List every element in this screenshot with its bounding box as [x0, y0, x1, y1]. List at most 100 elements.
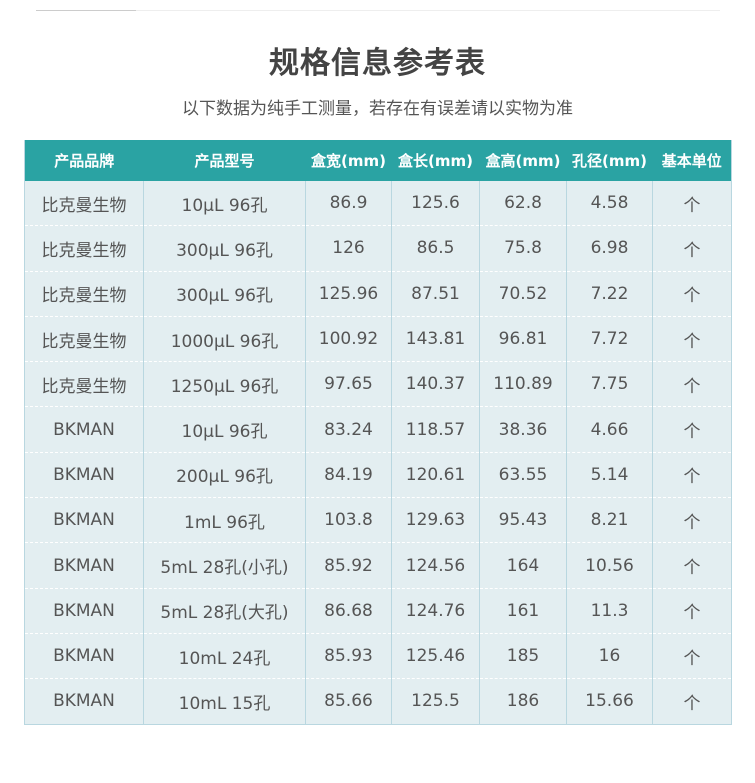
table-cell: 7.75 — [566, 361, 653, 408]
table-cell: 118.57 — [391, 406, 480, 453]
table-cell: 个 — [652, 316, 732, 363]
page-subtitle: 以下数据为纯手工测量，若存在有误差请以实物为准 — [182, 99, 573, 119]
table-cell: 140.37 — [391, 361, 480, 408]
table-cell: 110.89 — [479, 361, 567, 408]
column-header: 产品型号 — [143, 140, 306, 181]
table-cell: 86.5 — [391, 225, 480, 272]
table-cell: 164 — [479, 542, 567, 589]
table-row: 比克曼生物 300μL 96孔 126 86.5 75.8 6.98 个 — [24, 225, 732, 272]
table-cell: 4.66 — [566, 406, 653, 453]
table-cell: 300μL 96孔 — [143, 271, 306, 317]
table-cell: 97.65 — [305, 361, 392, 408]
table-row: BKMAN 5mL 28孔(大孔) 86.68 124.76 161 11.3 个 — [24, 588, 732, 634]
table-cell: 200μL 96孔 — [143, 452, 306, 499]
table-cell: 85.66 — [305, 678, 392, 725]
table-row: BKMAN 10mL 15孔 85.66 125.5 186 15.66 个 — [24, 678, 732, 725]
table-cell: 比克曼生物 — [24, 316, 144, 363]
table-cell: 300μL 96孔 — [143, 225, 306, 272]
table-cell: BKMAN — [24, 678, 144, 725]
table-cell: 63.55 — [479, 452, 567, 499]
table-cell: 6.98 — [566, 225, 653, 272]
table-cell: 126 — [305, 225, 392, 272]
table-cell: 125.6 — [391, 181, 480, 227]
column-header: 基本单位 — [652, 140, 732, 181]
table-cell: 5.14 — [566, 452, 653, 499]
table-cell: 62.8 — [479, 181, 567, 227]
table-cell: 85.92 — [305, 542, 392, 589]
table-row: 比克曼生物 1250μL 96孔 97.65 140.37 110.89 7.75 个 — [24, 361, 732, 408]
table-cell: 95.43 — [479, 497, 567, 544]
table-cell: 个 — [652, 633, 732, 680]
table-cell: 比克曼生物 — [24, 271, 144, 317]
table-cell: 96.81 — [479, 316, 567, 363]
table-cell: 比克曼生物 — [24, 225, 144, 272]
table-cell: 120.61 — [391, 452, 480, 499]
table-cell: 5mL 28孔(大孔) — [143, 588, 306, 634]
table-cell: 143.81 — [391, 316, 480, 363]
table-cell: 125.46 — [391, 633, 480, 680]
table-cell: 个 — [652, 678, 732, 725]
table-cell: 185 — [479, 633, 567, 680]
page-title: 规格信息参考表 — [269, 46, 486, 81]
table-cell: BKMAN — [24, 633, 144, 680]
table-cell: 129.63 — [391, 497, 480, 544]
column-header: 孔径(mm) — [566, 140, 653, 181]
table-cell: BKMAN — [24, 406, 144, 453]
table-cell: 70.52 — [479, 271, 567, 317]
table-cell: BKMAN — [24, 497, 144, 544]
table-row: 比克曼生物 10μL 96孔 86.9 125.6 62.8 4.58 个 — [24, 181, 732, 227]
table-row: BKMAN 1mL 96孔 103.8 129.63 95.43 8.21 个 — [24, 497, 732, 544]
table-cell: 85.93 — [305, 633, 392, 680]
table-cell: 15.66 — [566, 678, 653, 725]
column-header: 盒高(mm) — [479, 140, 567, 181]
table-cell: 1000μL 96孔 — [143, 316, 306, 363]
table-cell: 个 — [652, 271, 732, 317]
table-cell: 161 — [479, 588, 567, 634]
spec-table: 产品品牌 产品型号 盒宽(mm) 盒长(mm) 盒高(mm) 孔径(mm) 基本单位 比克曼… — [24, 140, 732, 725]
table-cell: 个 — [652, 181, 732, 227]
table-cell: BKMAN — [24, 542, 144, 589]
column-header: 盒宽(mm) — [305, 140, 392, 181]
table-row: BKMAN 10μL 96孔 83.24 118.57 38.36 4.66 个 — [24, 406, 732, 453]
table-cell: 100.92 — [305, 316, 392, 363]
table-cell: 比克曼生物 — [24, 361, 144, 408]
table-cell: 10μL 96孔 — [143, 181, 306, 227]
table-row: 比克曼生物 1000μL 96孔 100.92 143.81 96.81 7.72 个 — [24, 316, 732, 363]
table-cell: 125.96 — [305, 271, 392, 317]
table-cell: 7.22 — [566, 271, 653, 317]
table-cell: 11.3 — [566, 588, 653, 634]
table-cell: BKMAN — [24, 588, 144, 634]
table-cell: 个 — [652, 361, 732, 408]
table-cell: 个 — [652, 452, 732, 499]
table-cell: 5mL 28孔(小孔) — [143, 542, 306, 589]
table-cell: 个 — [652, 406, 732, 453]
table-cell: 7.72 — [566, 316, 653, 363]
table-cell: 1mL 96孔 — [143, 497, 306, 544]
table-row: BKMAN 200μL 96孔 84.19 120.61 63.55 5.14 个 — [24, 452, 732, 499]
table-cell: 10mL 24孔 — [143, 633, 306, 680]
table-cell: BKMAN — [24, 452, 144, 499]
table-cell: 75.8 — [479, 225, 567, 272]
table-cell: 个 — [652, 497, 732, 544]
table-cell: 比克曼生物 — [24, 181, 144, 227]
table-cell: 16 — [566, 633, 653, 680]
table-row: BKMAN 10mL 24孔 85.93 125.46 185 16 个 — [24, 633, 732, 680]
column-header: 产品品牌 — [24, 140, 144, 181]
table-row: BKMAN 5mL 28孔(小孔) 85.92 124.56 164 10.56 个 — [24, 542, 732, 589]
table-cell: 103.8 — [305, 497, 392, 544]
table-cell: 4.58 — [566, 181, 653, 227]
table-cell: 个 — [652, 588, 732, 634]
column-header: 盒长(mm) — [391, 140, 480, 181]
table-cell: 125.5 — [391, 678, 480, 725]
table-cell: 87.51 — [391, 271, 480, 317]
table-cell: 124.76 — [391, 588, 480, 634]
table-cell: 86.68 — [305, 588, 392, 634]
table-cell: 124.56 — [391, 542, 480, 589]
table-cell: 83.24 — [305, 406, 392, 453]
table-cell: 10μL 96孔 — [143, 406, 306, 453]
table-cell: 个 — [652, 225, 732, 272]
table-cell: 38.36 — [479, 406, 567, 453]
table-cell: 1250μL 96孔 — [143, 361, 306, 408]
top-divider — [36, 10, 720, 11]
table-cell: 8.21 — [566, 497, 653, 544]
